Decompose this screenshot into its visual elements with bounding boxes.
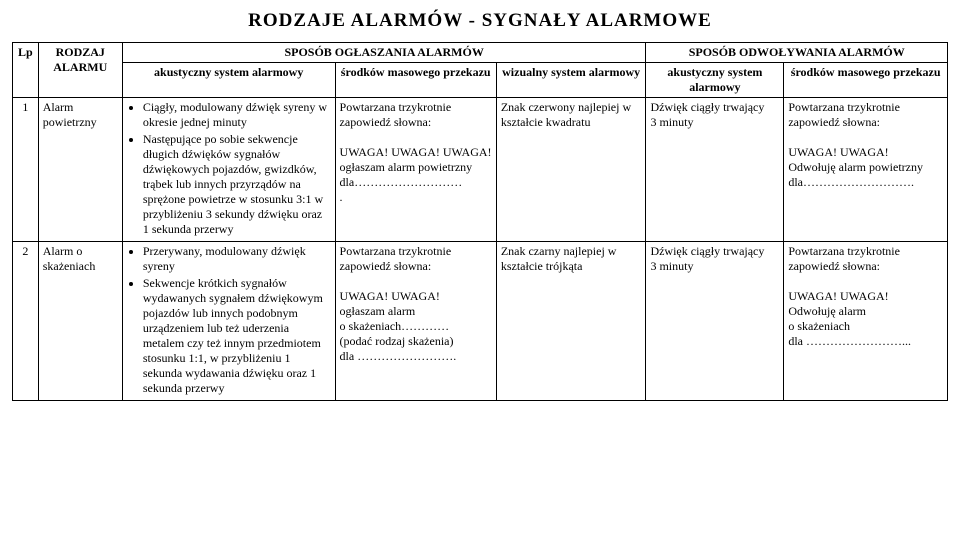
header-mass: środków masowego przekazu [335, 63, 496, 98]
cell-mass2: Powtarzana trzykrotnie zapowiedź słowna:… [784, 242, 948, 401]
header-visual: wizualny system alarmowy [496, 63, 646, 98]
page-title: RODZAJE ALARMÓW - SYGNAŁY ALARMOWE [12, 10, 948, 32]
cell-lp: 1 [13, 98, 39, 242]
alarm-table: Lp RODZAJ ALARMU SPOSÓB OGŁASZANIA ALARM… [12, 42, 948, 401]
cell-type: Alarm powietrzny [38, 98, 122, 242]
cell-lp: 2 [13, 242, 39, 401]
header-acoustic: akustyczny system alarmowy [122, 63, 335, 98]
table-row: 1 Alarm powietrzny Ciągły, modulowany dź… [13, 98, 948, 242]
header-group-cancel: SPOSÓB ODWOŁYWANIA ALARMÓW [646, 43, 948, 63]
cell-visual: Znak czarny najlepiej w kształcie trójką… [496, 242, 646, 401]
cell-acoustic: Ciągły, modulowany dźwięk syreny w okres… [122, 98, 335, 242]
list-item: Sekwencje krótkich sygnałów wydawanych s… [143, 276, 331, 396]
cell-acoustic: Przerywany, modulowany dźwięk syreny Sek… [122, 242, 335, 401]
header-acoustic2: akustyczny system alarmowy [646, 63, 784, 98]
list-item: Przerywany, modulowany dźwięk syreny [143, 244, 331, 274]
cell-mass: Powtarzana trzykrotnie zapowiedź słowna:… [335, 98, 496, 242]
cell-mass2: Powtarzana trzykrotnie zapowiedź słowna:… [784, 98, 948, 242]
header-lp: Lp [13, 43, 39, 98]
header-group-declare: SPOSÓB OGŁASZANIA ALARMÓW [122, 43, 646, 63]
cell-mass: Powtarzana trzykrotnie zapowiedź słowna:… [335, 242, 496, 401]
table-row: 2 Alarm o skażeniach Przerywany, modulow… [13, 242, 948, 401]
cell-acoustic2: Dźwięk ciągły trwający 3 minuty [646, 98, 784, 242]
cell-type: Alarm o skażeniach [38, 242, 122, 401]
header-type: RODZAJ ALARMU [38, 43, 122, 98]
cell-visual: Znak czerwony najlepiej w kształcie kwad… [496, 98, 646, 242]
list-item: Ciągły, modulowany dźwięk syreny w okres… [143, 100, 331, 130]
cell-acoustic2: Dźwięk ciągły trwający 3 minuty [646, 242, 784, 401]
header-mass2: środków masowego przekazu [784, 63, 948, 98]
list-item: Następujące po sobie sekwencje długich d… [143, 132, 331, 237]
